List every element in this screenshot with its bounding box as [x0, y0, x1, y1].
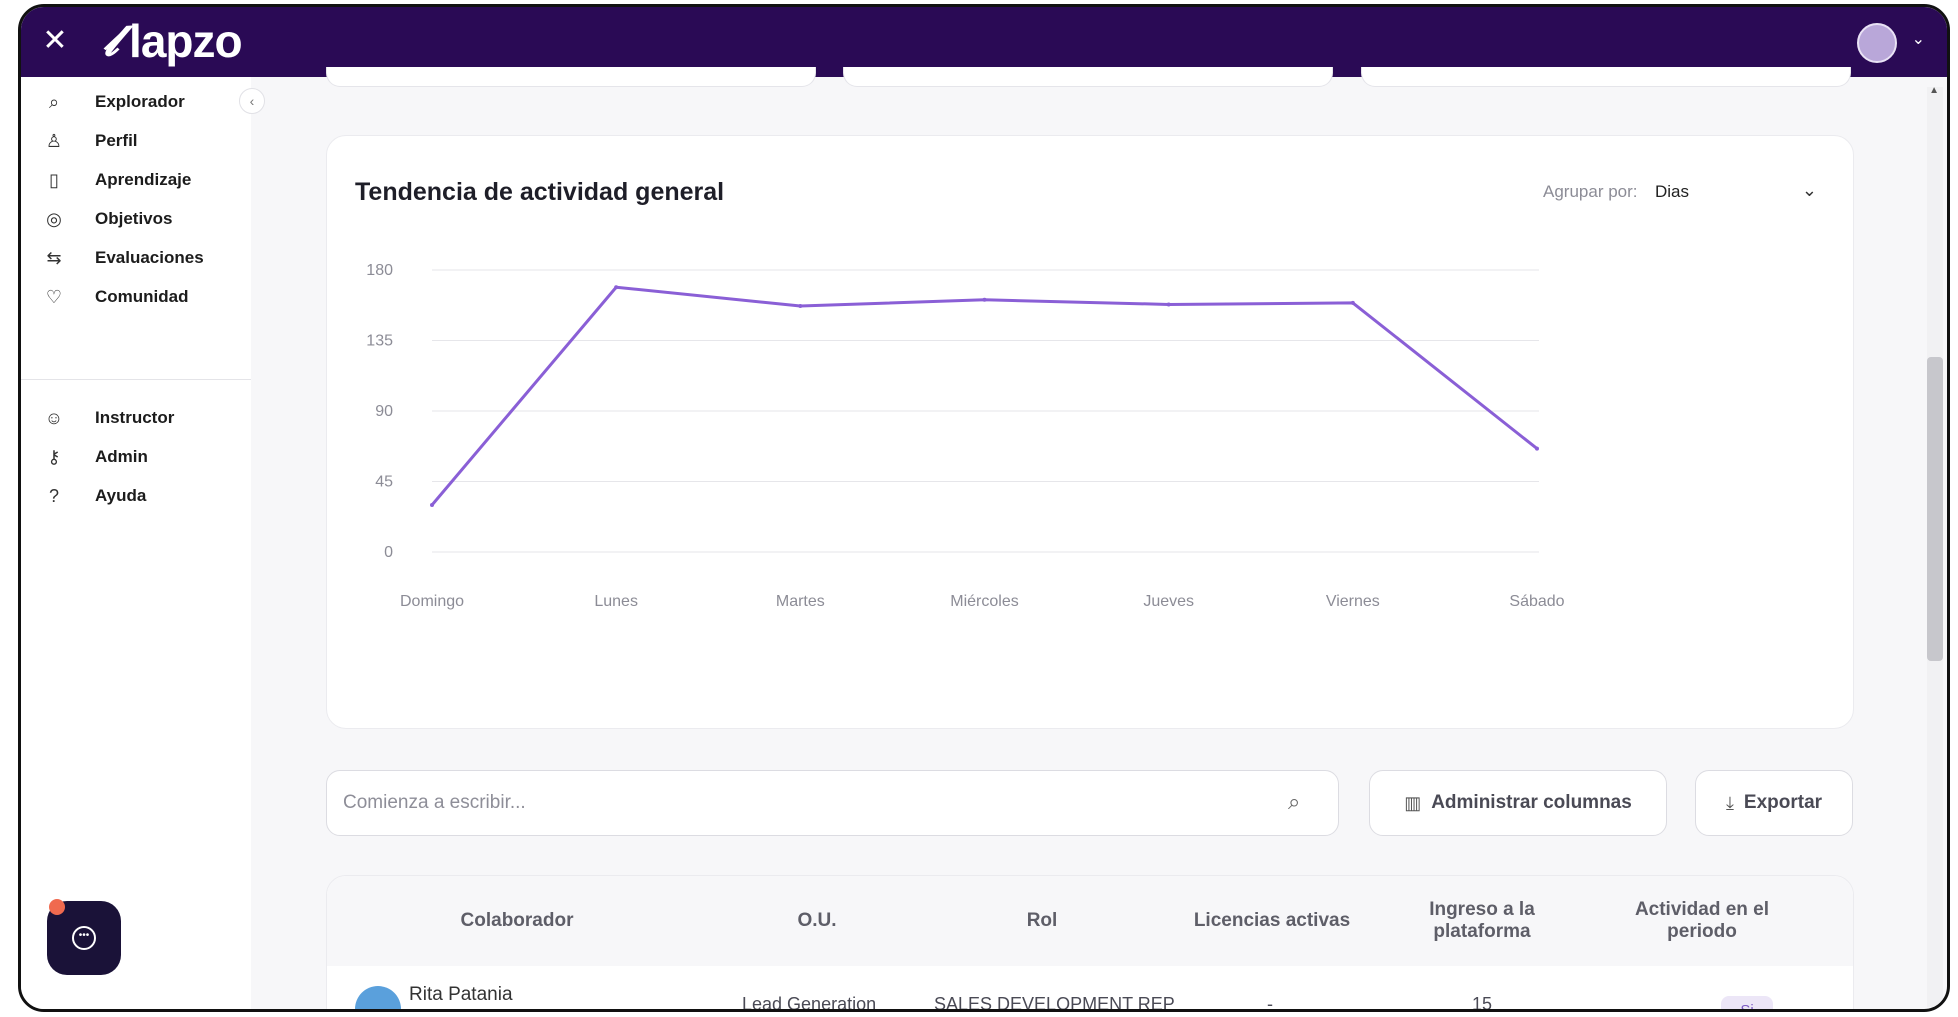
data-point [1535, 446, 1539, 451]
column-header[interactable]: Colaborador [460, 910, 574, 931]
app-window: ✕ 𝓵 lapzo ⌄ ⌕ Explorador ♙ Perfil ▯ Apre… [18, 4, 1950, 1012]
sidebar: ⌕ Explorador ♙ Perfil ▯ Aprendizaje ◎ Ob… [21, 77, 251, 1009]
data-point [430, 503, 434, 507]
manage-columns-label: Administrar columnas [1431, 792, 1632, 813]
group-by-label: Agrupar por: [1543, 182, 1638, 201]
search-box: ⌕ [326, 770, 1339, 836]
x-tick-label: Viernes [1326, 593, 1380, 610]
chevron-down-icon: ⌄ [1801, 180, 1817, 200]
logo-mark: 𝓵 [103, 16, 120, 65]
summary-card [326, 67, 816, 87]
search-icon: ⌕ [48, 92, 60, 112]
x-tick-label: Martes [776, 593, 825, 610]
instructor-icon: ☺ [44, 408, 64, 428]
chevron-down-icon[interactable]: ⌄ [1911, 31, 1925, 48]
manage-columns-button[interactable]: ▥ Administrar columnas [1369, 770, 1667, 836]
lapzo-logo[interactable]: 𝓵 lapzo [103, 13, 243, 69]
sidebar-item-label: Instructor [95, 408, 175, 427]
top-bar: ✕ 𝓵 lapzo ⌄ [21, 7, 1947, 77]
sidebar-item-perfil[interactable]: ♙ Perfil [21, 121, 251, 161]
logo-text: lapzo [129, 15, 243, 67]
x-tick-label: Domingo [400, 593, 464, 610]
sidebar-item-explorador[interactable]: ⌕ Explorador [21, 82, 251, 122]
data-point [798, 304, 803, 309]
column-header[interactable]: O.U. [797, 910, 837, 931]
sidebar-item-comunidad[interactable]: ♡ Comunidad [21, 277, 251, 317]
data-point [614, 285, 619, 290]
sidebar-item-label: Explorador [95, 92, 185, 111]
column-header[interactable]: Licencias activas [1193, 910, 1351, 931]
activity-series-line [430, 285, 1538, 506]
data-point [1350, 300, 1355, 305]
sidebar-item-label: Comunidad [95, 287, 189, 306]
evaluation-icon: ⇆ [46, 248, 62, 268]
close-icon[interactable]: ✕ [42, 24, 68, 57]
sidebar-item-aprendizaje[interactable]: ▯ Aprendizaje [21, 160, 251, 200]
sidebar-item-label: Admin [95, 447, 148, 466]
sidebar-item-admin[interactable]: ⚷ Admin [21, 437, 251, 477]
ou-cell: Lead Generation [742, 994, 877, 1012]
status-badge: Si [1721, 996, 1773, 1009]
y-tick-label: 90 [375, 403, 393, 420]
collaborator-name[interactable]: Rita Patania [409, 984, 513, 1005]
export-button[interactable]: ⤓ Exportar [1695, 770, 1853, 836]
chat-icon: ••• [72, 926, 96, 950]
summary-card [843, 67, 1333, 87]
activity-chart-card: Tendencia de actividad general Agrupar p… [326, 135, 1854, 729]
collapse-sidebar-button[interactable]: ‹ [239, 88, 265, 114]
sidebar-item-label: Aprendizaje [95, 170, 192, 189]
columns-icon: ▥ [1404, 792, 1422, 813]
sidebar-divider [21, 379, 251, 380]
user-avatar[interactable] [1857, 23, 1897, 63]
sidebar-item-label: Objetivos [95, 209, 173, 228]
x-tick-label: Sábado [1509, 593, 1564, 610]
sidebar-item-label: Ayuda [95, 486, 147, 505]
column-header[interactable]: Actividad en el periodo [1634, 899, 1770, 942]
y-tick-label: 45 [375, 474, 393, 491]
search-icon[interactable]: ⌕ [1288, 789, 1301, 814]
data-point [982, 297, 987, 302]
y-tick-label: 180 [366, 262, 393, 279]
role-cell: SALES DEVELOPMENT REP [934, 994, 1175, 1012]
export-label: Exportar [1743, 792, 1823, 813]
line-chart: 0 45 90 135 180 Domingo Lunes Martes Miércoles Ju… [366, 262, 1564, 610]
avatar [355, 986, 401, 1009]
sidebar-item-evaluaciones[interactable]: ⇆ Evaluaciones [21, 238, 251, 278]
book-icon: ▯ [49, 170, 59, 190]
group-by-value: Dias [1655, 182, 1690, 201]
column-header[interactable]: Ingreso a la plataforma [1429, 899, 1535, 942]
y-tick-label: 0 [384, 544, 393, 561]
logins-cell: 15 [1472, 994, 1493, 1012]
download-icon: ⤓ [1725, 792, 1734, 813]
column-header[interactable]: Rol [1026, 910, 1058, 931]
sidebar-item-label: Evaluaciones [95, 248, 204, 267]
licenses-cell: - [1267, 994, 1273, 1012]
summary-card [1361, 67, 1851, 87]
data-point [1166, 302, 1171, 307]
user-icon: ♙ [45, 131, 63, 151]
x-tick-label: Jueves [1143, 593, 1194, 610]
x-tick-label: Miércoles [950, 593, 1018, 610]
sidebar-item-ayuda[interactable]: ? Ayuda [21, 476, 251, 516]
notification-dot [49, 899, 65, 915]
table-header: Colaborador O.U. Rol Licencias activas I… [327, 876, 1853, 966]
sidebar-item-instructor[interactable]: ☺ Instructor [21, 398, 251, 438]
scroll-up-icon[interactable]: ▲ [1929, 85, 1939, 96]
collaborators-table: Colaborador O.U. Rol Licencias activas I… [326, 875, 1854, 1012]
sidebar-item-objetivos[interactable]: ◎ Objetivos [21, 199, 251, 239]
target-icon: ◎ [46, 209, 62, 229]
group-by-select[interactable]: Dias ⌄ [1649, 172, 1829, 210]
scrollbar-thumb[interactable] [1927, 357, 1943, 661]
chart-title: Tendencia de actividad general [355, 178, 725, 206]
help-icon: ? [48, 486, 59, 506]
y-tick-label: 135 [366, 333, 393, 350]
sidebar-item-label: Perfil [95, 131, 138, 150]
heart-icon: ♡ [45, 287, 63, 307]
search-input[interactable] [343, 785, 1243, 821]
x-tick-label: Lunes [594, 593, 638, 610]
key-icon: ⚷ [47, 447, 61, 467]
